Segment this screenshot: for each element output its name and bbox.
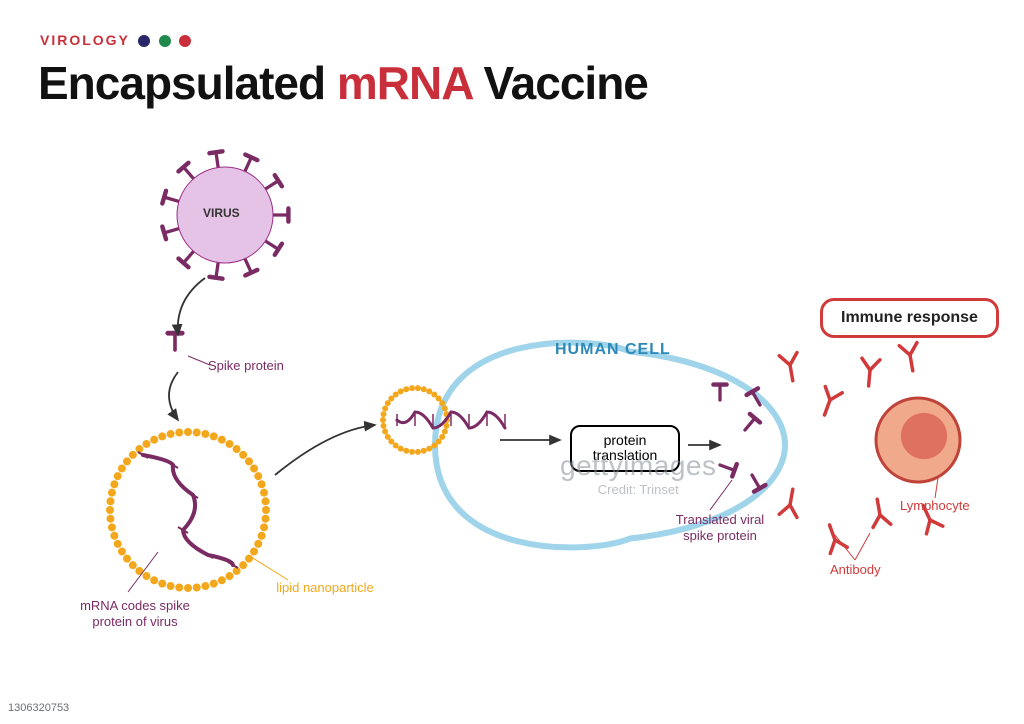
watermark-id: 1306320753 [8,702,69,714]
immune-response-box: Immune response [820,298,999,338]
diagram-canvas: VIROLOGY Encapsulated mRNA Vaccine VIRUS… [0,0,1024,724]
watermark-credit: Credit: Trinset [560,482,716,497]
watermark-main: gettyimages [560,450,716,482]
lipid-label: lipid nanoparticle [275,580,375,596]
human-cell-label: HUMAN CELL [555,340,671,359]
translated-spike-label: Translated viral spike protein [660,512,780,543]
watermark: gettyimages Credit: Trinset [560,450,716,497]
virus-label: VIRUS [203,206,240,220]
mrna-codes-label: mRNA codes spike protein of virus [70,598,200,629]
antibody-label: Antibody [830,562,881,578]
spike-protein-label: Spike protein [208,358,284,374]
lymphocyte-label: Lymphocyte [900,498,970,514]
